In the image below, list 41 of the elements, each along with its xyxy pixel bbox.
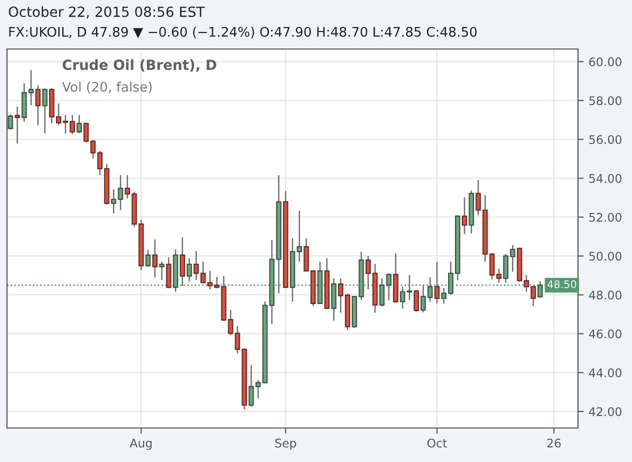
text: Crude Oil (Brent), D — [62, 59, 216, 72]
candlestick — [180, 236, 186, 287]
x-tick-label: 26 — [547, 438, 561, 448]
candlestick — [434, 261, 440, 304]
candlestick — [8, 113, 14, 130]
y-tick-label: 46.00 — [588, 329, 622, 338]
candlestick — [14, 106, 20, 144]
text: FX:UKOIL, D 47.89 ▼ −0.60 (−1.24%) O:47.90 H:48.70 L:47.85 C:48.50 — [9, 26, 477, 38]
candlestick — [538, 280, 543, 298]
y-tick-label: 54.00 — [589, 174, 622, 183]
candlestick — [145, 249, 151, 268]
y-tick-label: 58.00 — [589, 96, 622, 106]
y-tick-label: 56.00 — [589, 135, 622, 144]
candlestick — [414, 289, 419, 312]
x-tick-label: Sep — [275, 438, 296, 450]
text: October 22, 2015 08:56 EST — [8, 6, 205, 18]
candlestick — [406, 274, 412, 301]
candlestick — [152, 238, 158, 278]
x-tick-label: Oct — [427, 438, 447, 448]
candlestick — [400, 286, 406, 310]
candlestick — [42, 88, 48, 134]
ref-line-label: 48.50 — [548, 280, 576, 288]
candlestick — [166, 256, 172, 289]
y-tick-label: 52.00 — [589, 212, 622, 222]
y-tick-label: 50.00 — [589, 252, 622, 261]
y-tick-label: 48.00 — [588, 290, 622, 300]
candlestick — [35, 84, 41, 126]
candlestick — [489, 252, 495, 280]
candlestick — [159, 261, 164, 281]
y-tick-label: 44.00 — [588, 368, 622, 378]
candlestick — [90, 140, 96, 160]
annotation: Vol (20, false) — [62, 82, 152, 94]
candlestick — [462, 196, 468, 235]
candlestick — [76, 114, 82, 134]
candlestick — [186, 258, 192, 282]
candlestick — [296, 210, 302, 262]
y-tick-label: 42.00 — [588, 407, 622, 416]
candlestick — [83, 122, 89, 144]
y-tick-label: 60.00 — [589, 57, 622, 66]
candlestick — [496, 268, 502, 284]
x-tick-label: Aug — [130, 438, 152, 450]
